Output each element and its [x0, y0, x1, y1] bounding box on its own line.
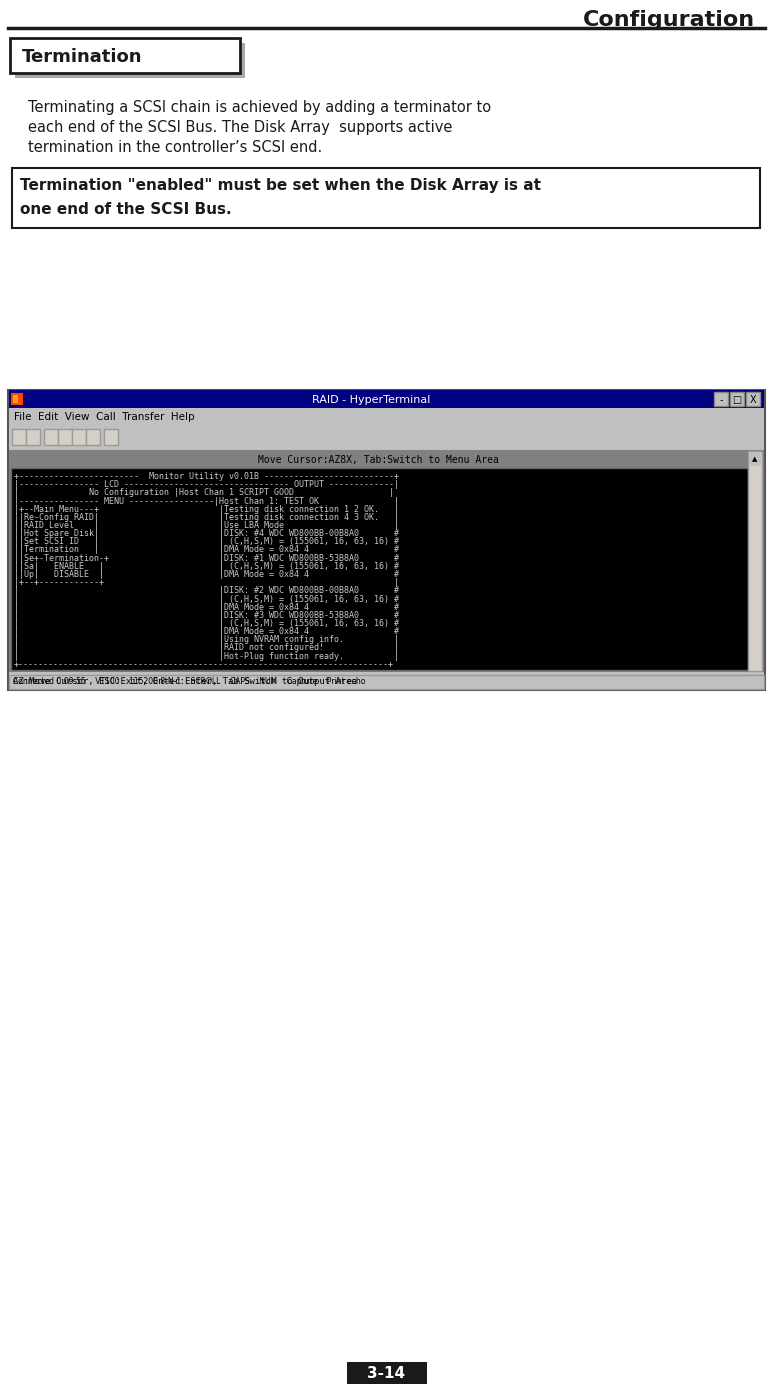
Text: Terminating a SCSI chain is achieved by adding a terminator to: Terminating a SCSI chain is achieved by … — [28, 100, 491, 116]
Text: Termination: Termination — [22, 47, 142, 65]
Text: ||RAID Level    |                        |Use LBA Mode                      |: ||RAID Level | |Use LBA Mode | — [14, 521, 399, 529]
Text: |                                        | (C,H,S,M) = (155061, 16, 63, 16) #: | | (C,H,S,M) = (155061, 16, 63, 16) # — [14, 618, 399, 628]
Bar — [346, 1362, 427, 1385]
Bar — [12, 429, 26, 444]
Bar — [746, 391, 760, 405]
Text: |                                        |DISK: #2 WDC WD800BB-00B8A0       #: | |DISK: #2 WDC WD800BB-00B8A0 # — [14, 586, 399, 595]
Text: one end of the SCSI Bus.: one end of the SCSI Bus. — [20, 202, 232, 217]
Text: X: X — [750, 396, 756, 405]
Bar — [9, 674, 764, 690]
Bar — [748, 451, 762, 671]
Bar — [714, 391, 728, 405]
Text: □: □ — [732, 396, 741, 405]
Bar — [9, 390, 764, 408]
Text: Connected 0:09:55    VT100    115200 8-N-1    SCROLL    CAPS    NUM    Capture  : Connected 0:09:55 VT100 115200 8-N-1 SCR… — [13, 677, 366, 687]
Bar — [9, 676, 764, 690]
Text: each end of the SCSI Bus. The Disk Array  supports active: each end of the SCSI Bus. The Disk Array… — [28, 120, 452, 135]
Text: |                                        |RAID not configured!              |: | |RAID not configured! | — [14, 644, 399, 652]
Bar — [104, 429, 118, 444]
Bar — [730, 391, 744, 405]
Text: |                                        |Hot-Plug function ready.          |: | |Hot-Plug function ready. | — [14, 652, 399, 660]
Text: |                                        |DMA Mode = 0x84 4                 #: | |DMA Mode = 0x84 4 # — [14, 627, 399, 637]
Bar — [749, 451, 761, 467]
Text: |+--+------------+                                                          |: |+--+------------+ | — [14, 578, 399, 588]
Text: ||Termination   |                        |DMA Mode = 0x84 4                 #: ||Termination | |DMA Mode = 0x84 4 # — [14, 546, 399, 554]
Bar — [10, 38, 240, 72]
Bar — [11, 468, 748, 670]
Bar — [44, 429, 58, 444]
Text: ||Re-Config RAID|                        |Testing disk connection 4 3 OK.   |: ||Re-Config RAID| |Testing disk connecti… — [14, 513, 399, 522]
Text: |                                        |Using NVRAM config info.          |: | |Using NVRAM config info. | — [14, 635, 399, 645]
Bar — [26, 429, 40, 444]
Text: termination in the controller’s SCSI end.: termination in the controller’s SCSI end… — [28, 141, 322, 155]
Text: Configuration: Configuration — [583, 10, 755, 31]
Text: ▲: ▲ — [752, 456, 758, 462]
Text: AZ:Move Cursor, ESC:Exit, Enter:Enter, Tab:Switch to Output Area: AZ:Move Cursor, ESC:Exit, Enter:Enter, T… — [13, 677, 357, 685]
Text: |+--Main Menu---+                        |Testing disk connection 1 2 OK.   |: |+--Main Menu---+ |Testing disk connecti… — [14, 504, 399, 514]
Bar — [9, 410, 764, 423]
Bar — [11, 393, 23, 405]
Bar — [72, 429, 86, 444]
Text: ||Up|   DISABLE  |                       |DMA Mode = 0x84 4                 #: ||Up| DISABLE | |DMA Mode = 0x84 4 # — [14, 570, 399, 579]
Text: |              No Configuration |Host Chan 1 SCRIPT GOOD                   |: | No Configuration |Host Chan 1 SCRIPT G… — [14, 489, 394, 497]
Text: -: - — [719, 396, 723, 405]
Bar — [12, 169, 760, 228]
Text: ||Hot Spare Disk|                        |DISK: #4 WDC WD800BB-00B8A0       #: ||Hot Spare Disk| |DISK: #4 WDC WD800BB-… — [14, 529, 399, 538]
Text: Termination "enabled" must be set when the Disk Array is at: Termination "enabled" must be set when t… — [20, 178, 541, 194]
Text: |---------------- MENU -----------------|Host Chan 1: TEST OK               |: |---------------- MENU -----------------… — [14, 496, 399, 506]
Bar — [9, 425, 764, 449]
Bar — [13, 396, 18, 403]
Text: File  Edit  View  Call  Transfer  Help: File Edit View Call Transfer Help — [14, 412, 195, 422]
Bar — [58, 429, 72, 444]
Text: 3-14: 3-14 — [367, 1367, 406, 1382]
Text: ||Se+-Termination-+                      |DISK: #1 WDC WD800BB-53B8A0       #: ||Se+-Termination-+ |DISK: #1 WDC WD800B… — [14, 553, 399, 563]
Bar — [9, 450, 764, 671]
Text: |---------------- LCD --------------------------------- OUTPUT -------------|: |---------------- LCD ------------------… — [14, 481, 399, 489]
Bar — [15, 43, 245, 78]
Text: Move Cursor:AZ8X, Tab:Switch to Menu Area: Move Cursor:AZ8X, Tab:Switch to Menu Are… — [258, 456, 499, 465]
Text: |                                        | (C,H,S,M) = (155061, 16, 63, 16) #: | | (C,H,S,M) = (155061, 16, 63, 16) # — [14, 595, 399, 603]
Text: RAID - HyperTerminal: RAID - HyperTerminal — [312, 396, 431, 405]
Text: +------------------------  Monitor Utility v0.01B --------------------------+: +------------------------ Monitor Utilit… — [14, 472, 399, 481]
Bar — [86, 429, 100, 444]
Text: |                                        |DISK: #3 WDC WD800BB-53B8A0       #: | |DISK: #3 WDC WD800BB-53B8A0 # — [14, 612, 399, 620]
Text: |                                        |DMA Mode = 0x84 4                 #: | |DMA Mode = 0x84 4 # — [14, 603, 399, 612]
Bar — [8, 390, 765, 690]
Text: +--------------------------------------------------------------------------+: +---------------------------------------… — [14, 660, 394, 669]
Text: ||Set SCSI ID   |                        | (C,H,S,M) = (155061, 16, 63, 16) #: ||Set SCSI ID | | (C,H,S,M) = (155061, 1… — [14, 538, 399, 546]
Text: ||Sa|   ENABLE   |                       | (C,H,S,M) = (155061, 16, 63, 16) #: ||Sa| ENABLE | | (C,H,S,M) = (155061, 16… — [14, 561, 399, 571]
